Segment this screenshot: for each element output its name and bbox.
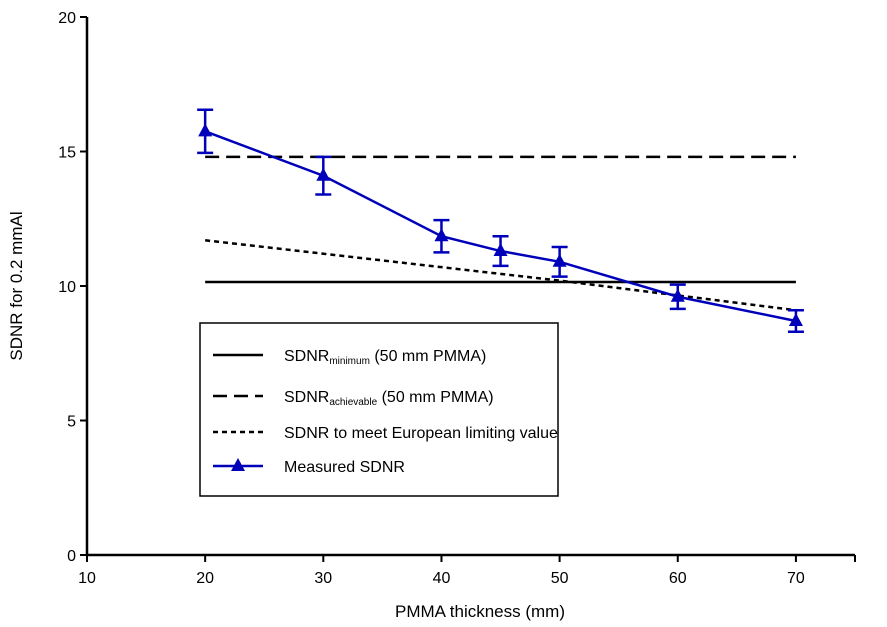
data-point [788, 312, 803, 326]
y-tick-label: 20 [58, 10, 76, 27]
x-tick-label: 20 [196, 570, 214, 587]
x-tick-label: 40 [433, 570, 451, 587]
x-axis-title: PMMA thickness (mm) [395, 602, 565, 621]
series-line-european [205, 239, 797, 312]
legend-label-achievable: SDNRachievable (50 mm PMMA) [284, 389, 494, 408]
data-point [434, 228, 449, 242]
series-line-measured [204, 130, 797, 323]
x-tick-label: 10 [78, 570, 96, 587]
data-point [670, 288, 685, 302]
x-tick-label: 70 [787, 570, 805, 587]
series-layer [197, 108, 804, 333]
y-tick-label: 0 [67, 548, 76, 565]
x-tick-label: 50 [551, 570, 569, 587]
data-point [552, 253, 567, 267]
x-tick-label: 30 [314, 570, 332, 587]
axes: 10 20 30 40 50 60 70 0 5 10 15 20 [58, 10, 856, 587]
legend-label-minimum: SDNRminimum (50 mm PMMA) [284, 348, 486, 367]
legend-marker [231, 458, 245, 471]
data-point [198, 123, 213, 137]
x-tick-label: 60 [669, 570, 687, 587]
legend-label-measured: Measured SDNR [284, 459, 405, 476]
data-point [493, 243, 508, 257]
y-tick-label: 5 [67, 414, 76, 431]
legend: SDNRminimum (50 mm PMMA) SDNRachievable (… [199, 322, 559, 497]
y-tick-label: 15 [58, 145, 76, 162]
legend-label-european: SDNR to meet European limiting value [284, 425, 558, 442]
data-point [316, 167, 331, 181]
y-tick-label: 10 [58, 279, 76, 296]
y-axis-title: SDNR for 0.2 mmAl [7, 211, 26, 360]
